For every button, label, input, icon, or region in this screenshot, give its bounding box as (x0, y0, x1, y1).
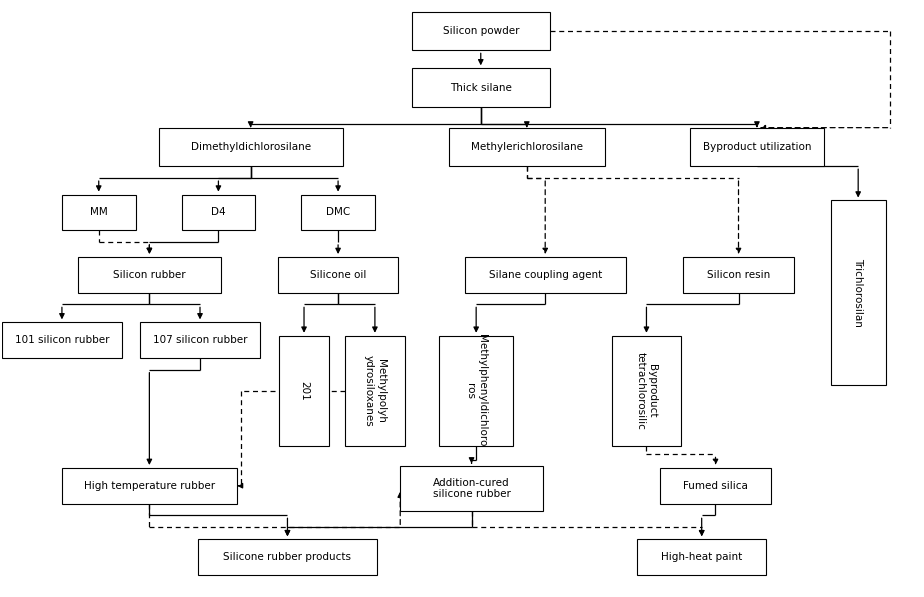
Text: Thick silane: Thick silane (450, 82, 512, 93)
Text: High-heat paint: High-heat paint (661, 552, 742, 562)
FancyBboxPatch shape (140, 322, 260, 358)
Text: Silicone oil: Silicone oil (310, 270, 366, 280)
Text: Trichlorosilan: Trichlorosilan (853, 258, 863, 327)
FancyBboxPatch shape (683, 257, 794, 293)
Text: Silicon resin: Silicon resin (707, 270, 770, 280)
FancyBboxPatch shape (62, 468, 237, 503)
FancyBboxPatch shape (2, 322, 122, 358)
FancyBboxPatch shape (400, 466, 543, 511)
FancyBboxPatch shape (412, 68, 550, 107)
FancyBboxPatch shape (198, 539, 377, 575)
FancyBboxPatch shape (159, 128, 343, 167)
FancyBboxPatch shape (62, 195, 136, 230)
FancyBboxPatch shape (661, 468, 771, 503)
FancyBboxPatch shape (612, 336, 681, 445)
Text: DMC: DMC (326, 207, 350, 217)
Text: Byproduct
tetrachlorosilic: Byproduct tetrachlorosilic (636, 352, 657, 430)
FancyBboxPatch shape (278, 257, 398, 293)
Text: Addition-cured
silicone rubber: Addition-cured silicone rubber (432, 478, 510, 500)
FancyBboxPatch shape (439, 336, 513, 445)
FancyBboxPatch shape (279, 336, 329, 445)
Text: Byproduct utilization: Byproduct utilization (702, 142, 811, 152)
FancyBboxPatch shape (448, 128, 605, 167)
Text: Silicon powder: Silicon powder (443, 26, 519, 36)
Text: MM: MM (90, 207, 107, 217)
FancyBboxPatch shape (690, 128, 823, 167)
Text: Methylpolyh
ydrosiloxanes: Methylpolyh ydrosiloxanes (364, 355, 385, 426)
FancyBboxPatch shape (638, 539, 766, 575)
Text: Silicone rubber products: Silicone rubber products (224, 552, 351, 562)
Text: D4: D4 (211, 207, 225, 217)
FancyBboxPatch shape (345, 336, 405, 445)
FancyBboxPatch shape (412, 12, 550, 50)
Text: High temperature rubber: High temperature rubber (84, 481, 215, 491)
Text: 107 silicon rubber: 107 silicon rubber (152, 335, 248, 345)
FancyBboxPatch shape (465, 257, 626, 293)
Text: Silicon rubber: Silicon rubber (113, 270, 186, 280)
FancyBboxPatch shape (78, 257, 221, 293)
Text: 101 silicon rubber: 101 silicon rubber (15, 335, 109, 345)
FancyBboxPatch shape (182, 195, 255, 230)
Text: Silane coupling agent: Silane coupling agent (489, 270, 602, 280)
FancyBboxPatch shape (831, 201, 886, 384)
Text: Methylphenyldichloro
ros: Methylphenyldichloro ros (466, 334, 487, 447)
Text: 201: 201 (299, 381, 309, 401)
Text: Methylerichlorosilane: Methylerichlorosilane (471, 142, 583, 152)
Text: Fumed silica: Fumed silica (683, 481, 748, 491)
FancyBboxPatch shape (301, 195, 375, 230)
Text: Dimethyldichlorosilane: Dimethyldichlorosilane (190, 142, 310, 152)
